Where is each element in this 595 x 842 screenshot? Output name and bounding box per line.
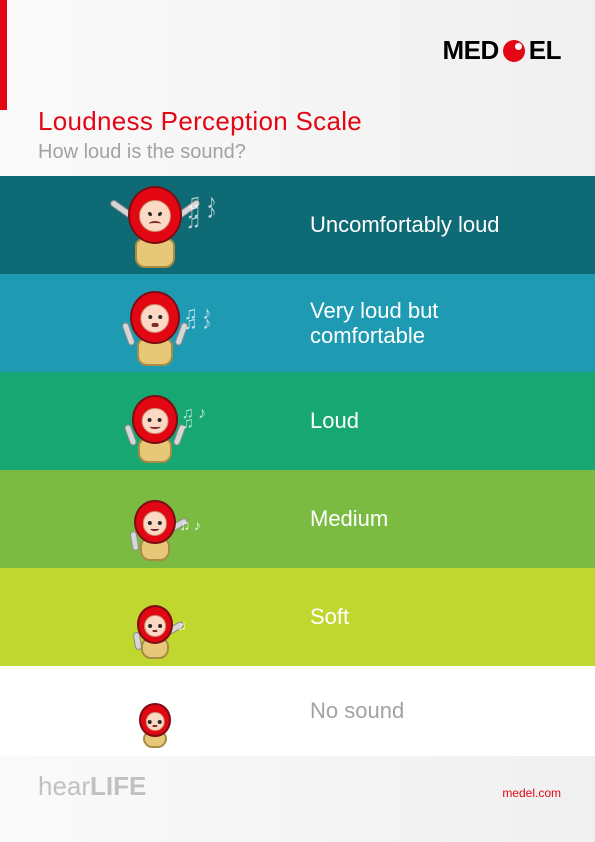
scale-label: Soft <box>310 604 540 629</box>
scale-row: ♫ ♪ ♫ ♪ Very loud but comfortable <box>0 274 595 372</box>
footer-brand-bold: LIFE <box>90 771 146 801</box>
scale-row: ♫ ♪ ♫ ♪ ♫ Uncomfortably loud <box>0 176 595 274</box>
character-icon: ♫ ♪ ♫ ♪ ♫ <box>128 186 182 268</box>
footer-brand: hearLIFE <box>38 771 146 802</box>
page-subtitle: How loud is the sound? <box>38 141 362 164</box>
scale-row: ♫ ♪ Medium <box>0 470 595 568</box>
character-cell: ♫ ♪ ♫ <box>0 372 310 470</box>
character-cell <box>0 666 310 756</box>
scale-rows: ♫ ♪ ♫ ♪ ♫ Uncomfortably loud♫ ♪ ♫ ♪ Very… <box>0 176 595 756</box>
scale-label: Uncomfortably loud <box>310 212 540 237</box>
scale-row: ♫ Soft <box>0 568 595 666</box>
character-icon: ♫ <box>137 605 174 659</box>
character-icon: ♫ ♪ ♫ <box>132 395 177 463</box>
music-notes-icon: ♫ ♪ ♫ <box>182 409 211 429</box>
scale-row: ♫ ♪ ♫ Loud <box>0 372 595 470</box>
page-header: Loudness Perception Scale How loud is th… <box>38 106 362 164</box>
character-icon: ♫ ♪ ♫ ♪ <box>130 291 180 366</box>
character-cell: ♫ ♪ ♫ ♪ <box>0 274 310 372</box>
scale-label: Very loud but comfortable <box>310 298 540 349</box>
scale-row: No sound <box>0 666 595 756</box>
scale-label: Loud <box>310 408 540 433</box>
footer-link: medel.com <box>502 786 561 800</box>
character-icon: ♫ ♪ <box>134 500 175 561</box>
scale-label: No sound <box>310 698 540 723</box>
character-icon <box>139 703 170 748</box>
brand-logo: MED EL <box>442 35 561 66</box>
logo-text-right: EL <box>529 35 561 66</box>
character-cell: ♫ ♪ ♫ ♪ ♫ <box>0 176 310 274</box>
character-cell: ♫ ♪ <box>0 470 310 568</box>
accent-stripe-top <box>0 0 7 110</box>
scale-label: Medium <box>310 506 540 531</box>
page-title: Loudness Perception Scale <box>38 106 362 137</box>
logo-icon <box>503 40 525 62</box>
character-cell: ♫ <box>0 568 310 666</box>
logo-text-left: MED <box>442 35 498 66</box>
footer-brand-light: hear <box>38 771 90 801</box>
music-notes-icon: ♫ ♪ ♫ ♪ <box>184 308 217 328</box>
